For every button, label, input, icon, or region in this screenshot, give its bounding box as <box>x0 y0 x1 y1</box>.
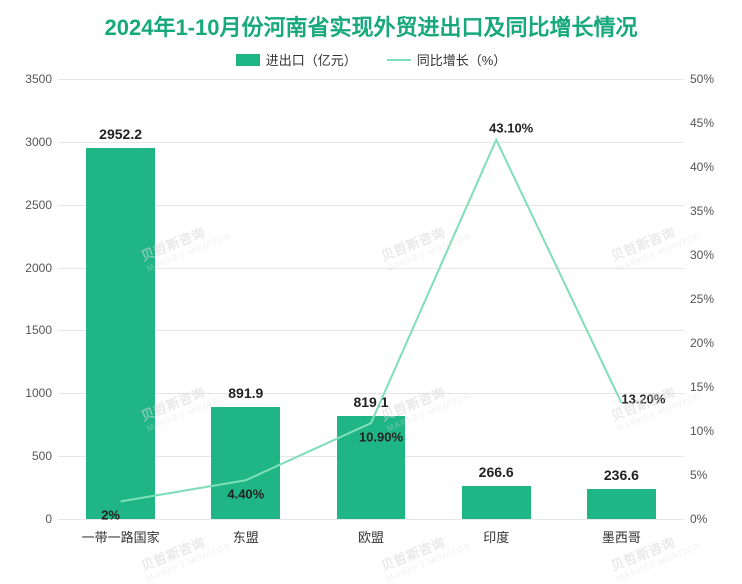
watermarks: 贝哲斯咨询MARKET MONITOR 贝哲斯咨询MARKET MONITOR 贝哲… <box>10 79 732 559</box>
watermark: 贝哲斯咨询MARKET MONITOR <box>138 213 233 274</box>
watermark: 贝哲斯咨询MARKET MONITOR <box>608 373 703 434</box>
legend-item-bar: 进出口（亿元） <box>236 50 357 69</box>
legend-bar-label: 进出口（亿元） <box>266 50 357 69</box>
watermark: 贝哲斯咨询MARKET MONITOR <box>378 213 473 274</box>
watermark: 贝哲斯咨询MARKET MONITOR <box>378 523 473 584</box>
watermark: 贝哲斯咨询MARKET MONITOR <box>608 523 703 584</box>
watermark: 贝哲斯咨询MARKET MONITOR <box>608 213 703 274</box>
watermark: 贝哲斯咨询MARKET MONITOR <box>138 373 233 434</box>
legend-bar-swatch <box>236 54 260 66</box>
chart-container: 2024年1-10月份河南省实现外贸进出口及同比增长情况 进出口（亿元） 同比增… <box>0 0 742 579</box>
watermark: 贝哲斯咨询MARKET MONITOR <box>138 523 233 584</box>
legend-item-line: 同比增长（%） <box>387 50 507 69</box>
plot-area: 0500100015002000250030003500 0%5%10%15%2… <box>10 79 732 559</box>
watermark: 贝哲斯咨询MARKET MONITOR <box>378 373 473 434</box>
legend-line-label: 同比增长（%） <box>417 50 507 69</box>
legend: 进出口（亿元） 同比增长（%） <box>10 50 732 69</box>
chart-title: 2024年1-10月份河南省实现外贸进出口及同比增长情况 <box>10 10 732 42</box>
legend-line-swatch <box>387 59 411 61</box>
